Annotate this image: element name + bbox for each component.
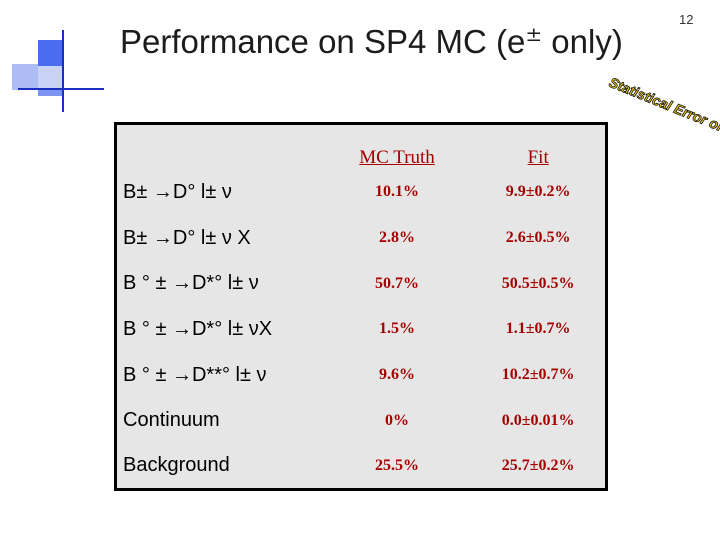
performance-table: MC Truth Fit B± →D° l± ν 10.1% 9.9±0.2% … [114,122,608,491]
mc-truth-value: 50.7% [375,274,420,292]
table-header-row: MC Truth Fit [116,124,607,170]
row-label: Continuum [123,409,220,432]
fit-value: 1.1±0.7% [505,320,571,338]
row-label: B ° ± →D*° l± νX [123,317,273,340]
table-row: Continuum 0% 0.0±0.01% [116,398,607,444]
title-suffix: only) [542,23,623,60]
fit-value: 25.7±0.2% [501,456,575,474]
row-label: B ° ± →D*° l± ν [123,272,259,295]
decorative-bar [38,90,64,96]
header-mc-truth: MC Truth [359,146,435,168]
row-label: Background [123,454,230,477]
table-row: Background 25.5% 25.7±0.2% [116,444,607,490]
fit-value: 10.2±0.7% [501,366,575,384]
mc-truth-value: 9.6% [379,366,416,384]
fit-value: 0.0±0.01% [501,411,575,429]
mc-truth-value: 10.1% [375,183,420,201]
fit-value: 9.9±0.2% [505,183,571,201]
row-label: B± →D° l± ν [123,180,232,203]
decorative-horizontal-line [18,88,104,90]
decorative-square-blue [38,40,64,66]
decorative-square-light [12,64,38,90]
row-label: B± →D° l± ν X [123,226,251,249]
title-plus-minus: ± [525,22,543,46]
fit-value: 50.5±0.5% [501,274,575,292]
table-row: B ° ± →D**° l± ν 9.6% 10.2±0.7% [116,352,607,398]
table-row: B± →D° l± ν 10.1% 9.9±0.2% [116,170,607,216]
row-label: B ° ± →D**° l± ν [123,363,267,386]
mc-truth-value: 0% [385,411,410,429]
decorative-vertical-line [62,30,64,112]
header-blank [116,124,323,170]
fit-value: 2.6±0.5% [505,229,571,247]
slide-title: Performance on SP4 MC (e± only) [120,22,623,61]
statistical-error-stamp: Statistical Error only [607,74,720,141]
page-number: 12 [679,12,694,27]
table-row: B ° ± →D*° l± νX 1.5% 1.1±0.7% [116,307,607,353]
mc-truth-value: 2.8% [379,229,416,247]
header-fit: Fit [527,146,549,168]
stamp-text: Statistical Error only [607,74,720,141]
title-prefix: Performance on SP4 MC (e [120,23,526,60]
mc-truth-value: 1.5% [379,320,416,338]
table-row: B± →D° l± ν X 2.8% 2.6±0.5% [116,215,607,261]
decorative-square-pale [38,66,64,90]
mc-truth-value: 25.5% [375,456,420,474]
table-row: B ° ± →D*° l± ν 50.7% 50.5±0.5% [116,261,607,307]
